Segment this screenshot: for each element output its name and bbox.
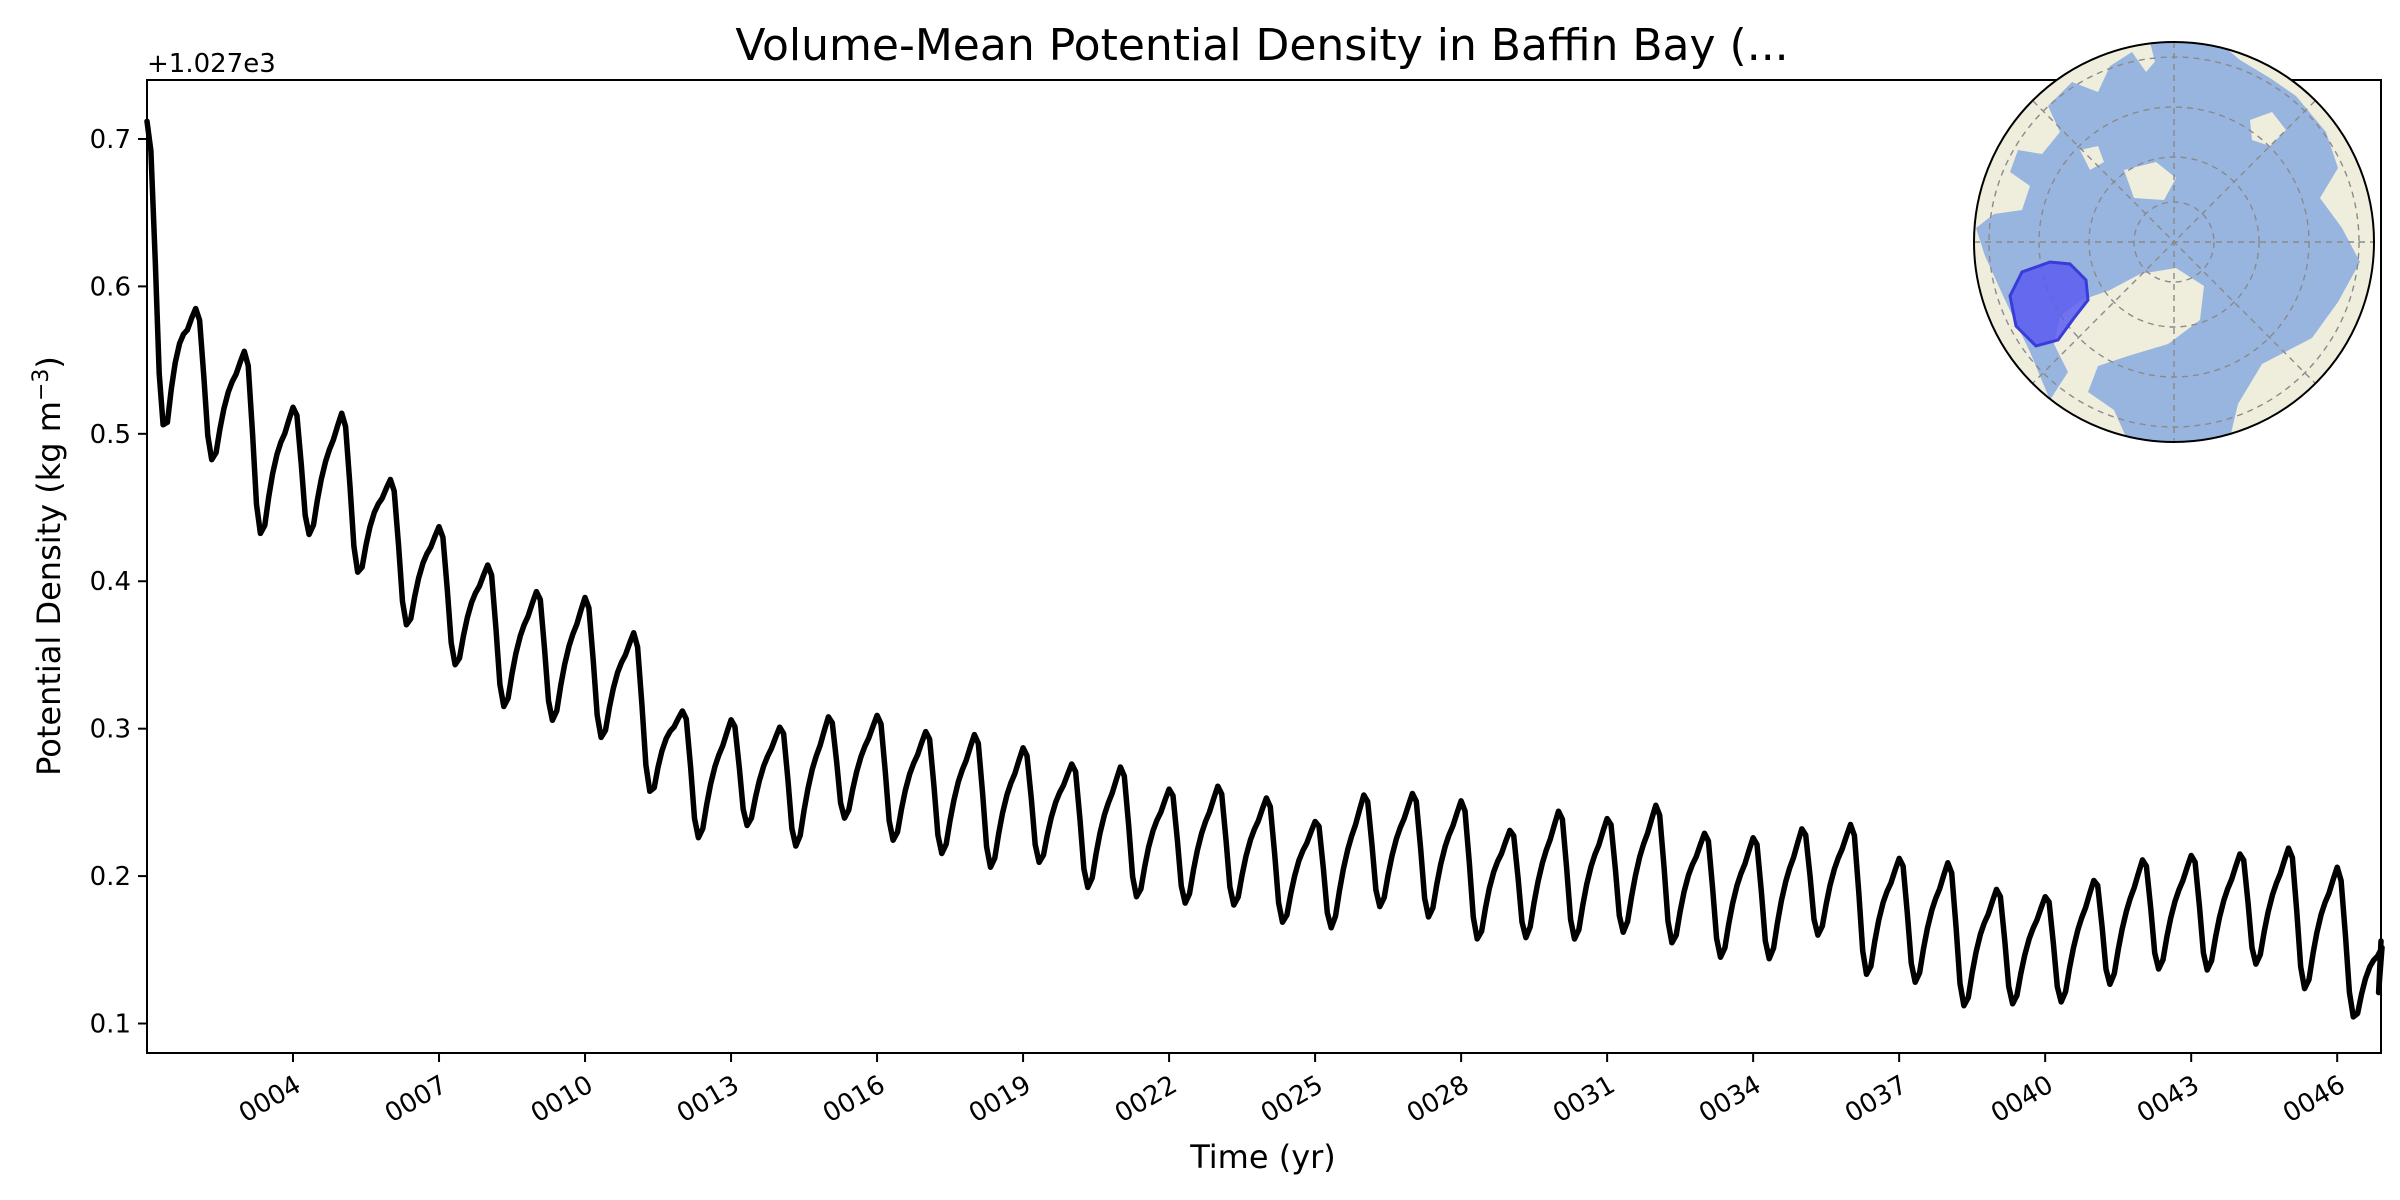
chart-title: Volume-Mean Potential Density in Baffin …	[735, 20, 1788, 71]
y-offset-label: +1.027e3	[147, 49, 276, 79]
axes-frame	[146, 79, 2382, 1054]
y-axis: 0.1 0.2 0.3 0.4 0.5 0.6 0.7	[90, 125, 147, 1040]
inset-polar-map	[1973, 41, 2375, 443]
map-land-island	[2080, 146, 2104, 170]
region-baffin-bay	[2008, 260, 2090, 348]
y-axis-label-text: Potential Density (kg m	[30, 401, 68, 776]
map-border	[1973, 41, 2375, 443]
y-tick-label: 0.6	[90, 272, 131, 302]
y-axis-label-close: )	[30, 356, 68, 368]
y-tick-label: 0.7	[90, 125, 131, 155]
series-line-potential-density	[144, 118, 2385, 1020]
x-axis-label: Time (yr)	[1189, 1138, 1336, 1176]
y-tick-label: 0.5	[90, 420, 131, 450]
y-tick-label: 0.1	[90, 1010, 131, 1040]
y-axis-label-exponent: −3	[29, 369, 54, 401]
y-tick-label: 0.2	[90, 862, 131, 892]
y-axis-label: Potential Density (kg m−3)	[29, 356, 69, 776]
map-graticule	[1974, 42, 2374, 442]
map-land-island	[2124, 162, 2176, 200]
y-tick-label: 0.4	[90, 567, 131, 597]
y-tick-label: 0.3	[90, 715, 131, 745]
map-ocean-north	[2150, 42, 2180, 70]
